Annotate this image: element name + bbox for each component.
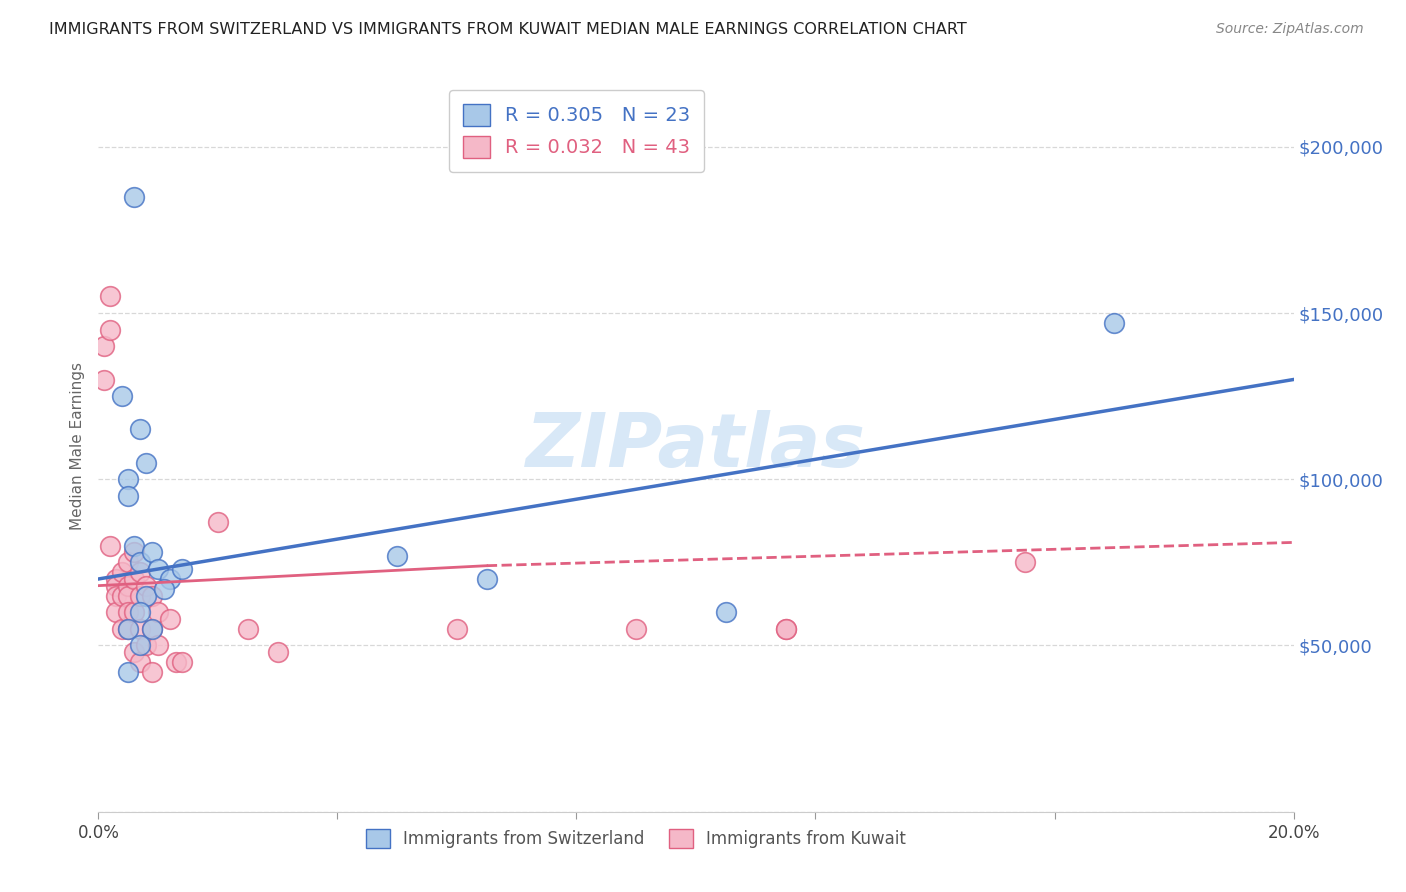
Point — [117, 605, 139, 619]
Point — [148, 605, 170, 619]
Point — [129, 605, 152, 619]
Point — [153, 582, 176, 596]
Text: ZIPatlas: ZIPatlas — [526, 409, 866, 483]
Point — [141, 622, 163, 636]
Point — [129, 589, 152, 603]
Point — [124, 545, 146, 559]
Point — [1104, 316, 1126, 330]
Point — [141, 589, 163, 603]
Point — [135, 589, 157, 603]
Point — [141, 622, 163, 636]
Point — [236, 622, 259, 636]
Point — [129, 655, 152, 669]
Point — [207, 516, 229, 530]
Point — [117, 622, 139, 636]
Point — [111, 589, 134, 603]
Point — [117, 665, 139, 679]
Point — [129, 622, 152, 636]
Point — [775, 622, 797, 636]
Point — [124, 645, 146, 659]
Point — [105, 589, 128, 603]
Point — [98, 289, 122, 303]
Point — [714, 605, 737, 619]
Text: IMMIGRANTS FROM SWITZERLAND VS IMMIGRANTS FROM KUWAIT MEDIAN MALE EARNINGS CORRE: IMMIGRANTS FROM SWITZERLAND VS IMMIGRANT… — [49, 22, 967, 37]
Point — [105, 572, 128, 586]
Point — [148, 639, 170, 653]
Point — [385, 549, 409, 563]
Point — [159, 612, 181, 626]
Legend: Immigrants from Switzerland, Immigrants from Kuwait: Immigrants from Switzerland, Immigrants … — [360, 822, 912, 855]
Point — [98, 323, 122, 337]
Point — [129, 422, 152, 436]
Point — [148, 562, 170, 576]
Point — [117, 489, 139, 503]
Point — [141, 665, 163, 679]
Point — [135, 456, 157, 470]
Y-axis label: Median Male Earnings: Median Male Earnings — [69, 362, 84, 530]
Point — [775, 622, 797, 636]
Point — [159, 572, 181, 586]
Point — [117, 579, 139, 593]
Text: Source: ZipAtlas.com: Source: ZipAtlas.com — [1216, 22, 1364, 37]
Point — [446, 622, 468, 636]
Point — [124, 539, 146, 553]
Point — [1014, 555, 1036, 569]
Point — [105, 605, 128, 619]
Point — [124, 572, 146, 586]
Point — [475, 572, 498, 586]
Point — [124, 605, 146, 619]
Point — [129, 639, 152, 653]
Point — [93, 372, 115, 386]
Point — [172, 655, 194, 669]
Point — [111, 622, 134, 636]
Point — [626, 622, 648, 636]
Point — [111, 389, 134, 403]
Point — [141, 545, 163, 559]
Point — [105, 579, 128, 593]
Point — [117, 622, 139, 636]
Point — [124, 189, 146, 203]
Point — [98, 539, 122, 553]
Point — [267, 645, 290, 659]
Point — [135, 579, 157, 593]
Point — [165, 655, 187, 669]
Point — [172, 562, 194, 576]
Point — [135, 639, 157, 653]
Point — [129, 566, 152, 580]
Point — [93, 339, 115, 353]
Point — [117, 555, 139, 569]
Point — [117, 472, 139, 486]
Point — [129, 555, 152, 569]
Point — [117, 589, 139, 603]
Point — [111, 566, 134, 580]
